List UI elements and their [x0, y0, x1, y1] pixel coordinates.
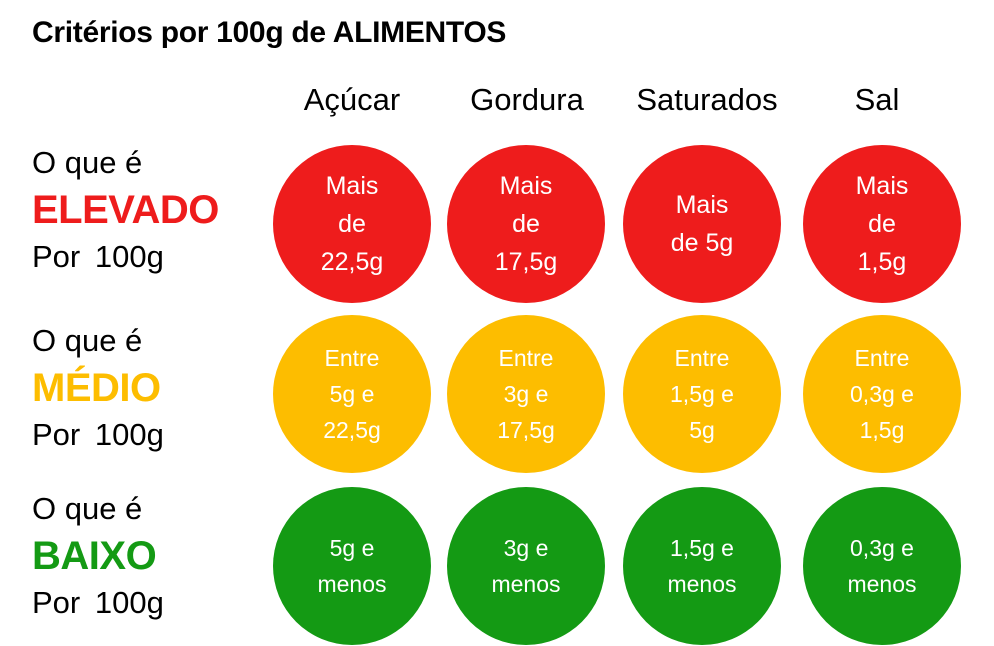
circle-baixo-saturados: 1,5g e menos — [623, 487, 781, 645]
circle-elevado-acucar: Mais de 22,5g — [273, 145, 431, 303]
level-baixo: BAIXO — [32, 534, 157, 578]
circle-medio-acucar: Entre 5g e 22,5g — [273, 315, 431, 473]
row-label-elevado: O que é ELEVADO Por 100g — [32, 142, 262, 278]
circle-elevado-saturados: Mais de 5g — [623, 145, 781, 303]
row-label-baixo: O que é BAIXO Por 100g — [32, 488, 262, 624]
column-header-acucar: Açúcar — [303, 82, 401, 117]
row-suffix: Por 100g — [32, 585, 164, 620]
circle-medio-saturados: Entre 1,5g e 5g — [623, 315, 781, 473]
row-label-medio: O que é MÉDIO Por 100g — [32, 320, 262, 456]
column-header-gordura: Gordura — [470, 82, 584, 117]
circle-elevado-gordura: Mais de 17,5g — [447, 145, 605, 303]
row-prefix: O que é — [32, 145, 143, 180]
column-header-sal: Sal — [854, 82, 900, 117]
circle-medio-gordura: Entre 3g e 17,5g — [447, 315, 605, 473]
circle-medio-sal: Entre 0,3g e 1,5g — [803, 315, 961, 473]
page-title: Critérios por 100g de ALIMENTOS — [32, 16, 507, 49]
column-header-saturados: Saturados — [636, 82, 778, 117]
circle-baixo-acucar: 5g e menos — [273, 487, 431, 645]
row-suffix: Por 100g — [32, 417, 164, 452]
circle-baixo-gordura: 3g e menos — [447, 487, 605, 645]
row-suffix: Por 100g — [32, 239, 164, 274]
level-medio: MÉDIO — [32, 366, 161, 410]
circle-elevado-sal: Mais de 1,5g — [803, 145, 961, 303]
row-prefix: O que é — [32, 323, 143, 358]
row-prefix: O que é — [32, 491, 143, 526]
level-elevado: ELEVADO — [32, 188, 219, 232]
circle-baixo-sal: 0,3g e menos — [803, 487, 961, 645]
